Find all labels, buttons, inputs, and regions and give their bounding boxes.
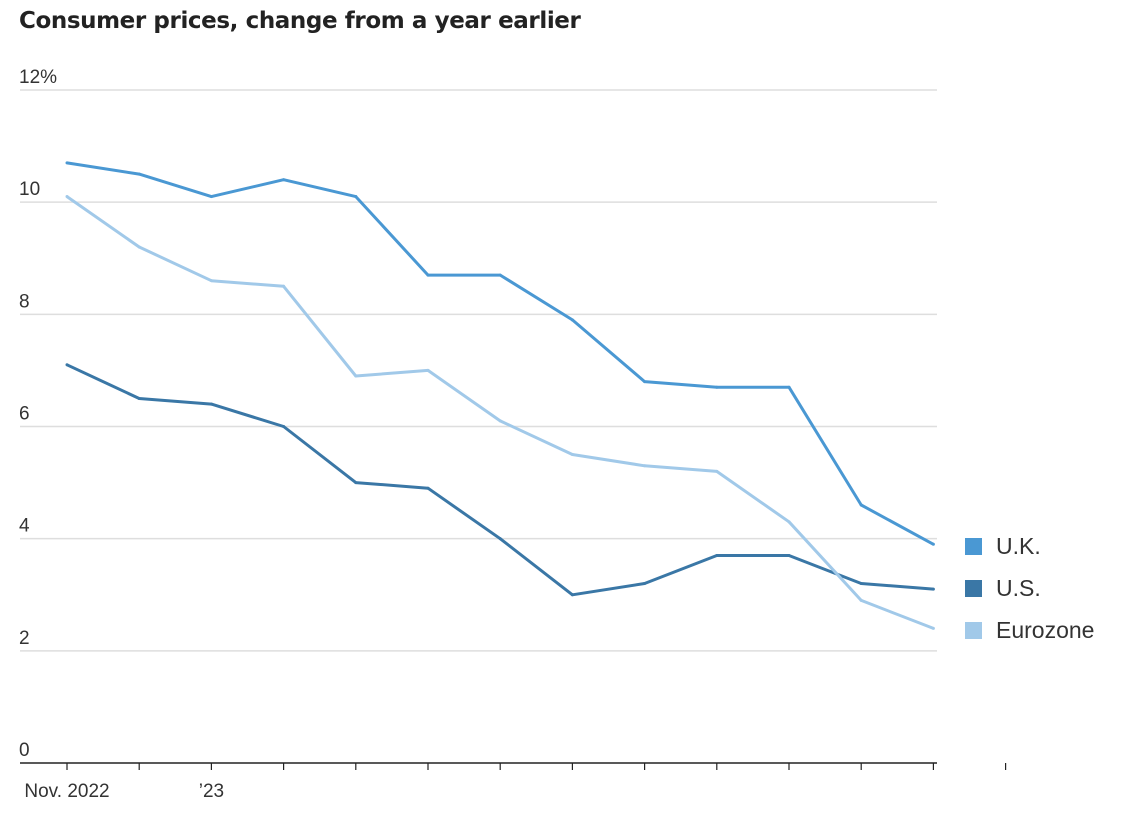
data-point: [282, 178, 286, 182]
legend-swatch: [965, 537, 982, 555]
data-point: [282, 284, 286, 288]
legend-swatch: [965, 621, 982, 639]
label-layer: 0 2 4 6 8 10 12% Nov. 2022 ’23: [19, 67, 224, 802]
axis-layer: [20, 762, 1007, 770]
data-point: [859, 503, 863, 507]
y-tick-label: 8: [19, 291, 30, 312]
series-layer: [65, 161, 935, 630]
data-point: [282, 425, 286, 428]
legend-item: U.K.: [965, 525, 1094, 567]
legend-item: U.S.: [965, 567, 1094, 609]
y-tick-label: 0: [19, 740, 30, 761]
data-point: [931, 587, 935, 591]
grid-layer: [20, 89, 937, 652]
series-line-u-k: [66, 161, 935, 546]
data-point: [859, 598, 863, 602]
y-tick-label: 12%: [19, 67, 57, 88]
data-point: [209, 195, 213, 199]
data-point: [787, 520, 791, 524]
data-point: [65, 363, 69, 367]
data-point: [498, 537, 502, 541]
data-point: [137, 172, 141, 176]
data-point: [570, 453, 574, 457]
data-point: [209, 279, 213, 283]
y-tick-label: 6: [19, 404, 30, 425]
legend-item: Eurozone: [965, 609, 1094, 651]
data-point: [859, 582, 863, 586]
legend-swatch: [965, 579, 982, 597]
legend-label: Eurozone: [996, 616, 1095, 643]
data-point: [498, 273, 502, 277]
data-point: [354, 374, 358, 378]
data-point: [931, 626, 935, 630]
data-point: [65, 195, 69, 199]
y-tick-label: 10: [19, 179, 40, 200]
x-tick-label: Nov. 2022: [24, 781, 109, 802]
series-line-u-s: [66, 363, 934, 597]
data-point: [643, 464, 647, 468]
data-point: [643, 582, 647, 586]
legend-label: U.K.: [996, 532, 1041, 559]
y-tick-label: 4: [19, 516, 30, 537]
data-point: [715, 469, 719, 473]
data-point: [931, 542, 935, 546]
data-point: [715, 385, 719, 389]
data-point: [570, 593, 574, 597]
data-point: [570, 318, 574, 322]
chart-title: Consumer prices, change from a year earl…: [19, 8, 581, 34]
data-point: [137, 396, 141, 400]
x-tick-label: ’23: [199, 781, 224, 802]
data-point: [498, 419, 502, 423]
y-tick-label: 2: [19, 628, 30, 649]
data-point: [787, 553, 791, 557]
legend: U.K. U.S. Eurozone: [965, 525, 1094, 651]
data-point: [426, 368, 430, 372]
data-point: [137, 245, 141, 249]
data-point: [65, 161, 69, 165]
data-point: [354, 481, 358, 485]
data-point: [787, 385, 791, 389]
data-point: [426, 273, 430, 277]
data-point: [354, 195, 358, 199]
legend-label: U.S.: [996, 574, 1041, 601]
data-point: [715, 553, 719, 557]
data-point: [643, 380, 647, 384]
data-point: [209, 402, 213, 406]
data-point: [426, 486, 430, 490]
